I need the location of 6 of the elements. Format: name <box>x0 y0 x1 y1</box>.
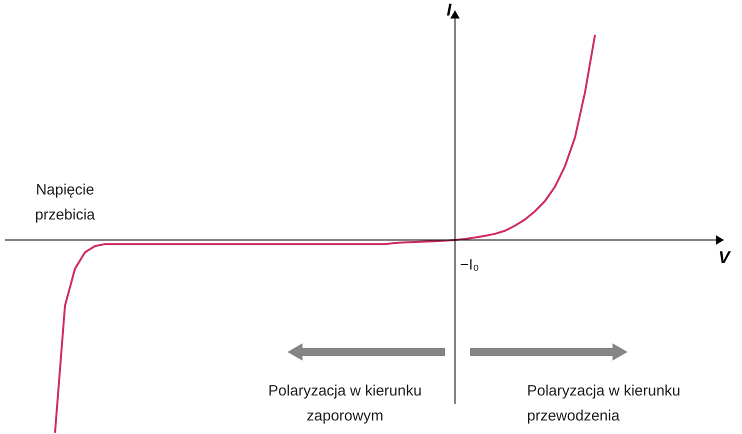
y-axis-title: I <box>446 0 453 20</box>
annotation: Napięcie przebicia <box>34 182 96 224</box>
text: V <box>718 248 732 268</box>
annotation: −I₀ <box>460 256 480 274</box>
annotation: Polaryzacja w kierunku zaporowym <box>268 382 422 425</box>
annotation: Polaryzacja w kierunku przewodzenia <box>527 382 680 425</box>
